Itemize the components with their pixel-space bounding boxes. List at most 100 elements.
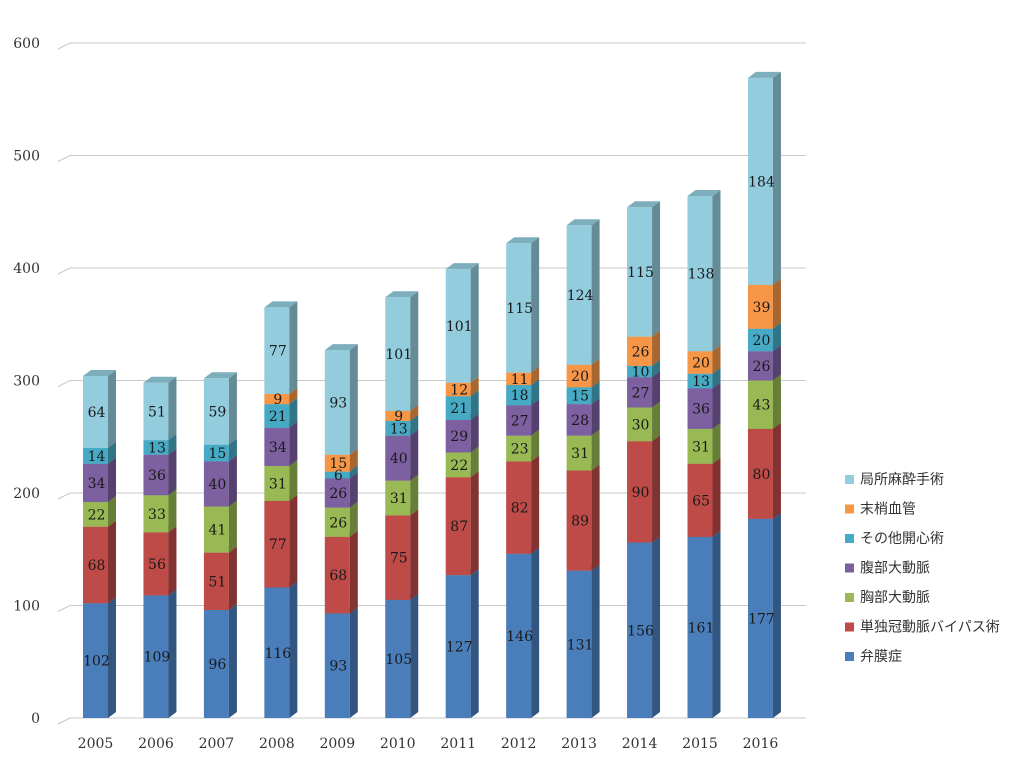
bar-segment-side bbox=[531, 237, 540, 373]
bar-segment-side bbox=[228, 546, 237, 610]
data-label: 12 bbox=[450, 383, 468, 399]
data-label: 51 bbox=[148, 404, 166, 420]
bar-segment-side bbox=[168, 376, 177, 441]
bar-segment-side bbox=[349, 530, 358, 614]
bar-segment bbox=[385, 435, 411, 481]
bar-segment bbox=[203, 378, 229, 445]
bar-segment-side bbox=[410, 429, 419, 481]
bar-stack-2016 bbox=[747, 71, 781, 718]
bar-segment-side bbox=[652, 201, 661, 337]
y-tick-label: 300 bbox=[13, 374, 40, 390]
y-tick-label: 200 bbox=[13, 486, 40, 502]
bar-segment-side bbox=[410, 404, 419, 421]
bar-stack-2014 bbox=[627, 201, 661, 718]
bar-segment-side bbox=[289, 398, 298, 428]
bar-segment bbox=[627, 207, 653, 337]
bar-segment-top bbox=[566, 219, 600, 226]
bar-segment bbox=[506, 553, 532, 718]
gridline bbox=[57, 605, 806, 612]
data-label: 161 bbox=[688, 620, 715, 636]
data-label: 105 bbox=[385, 652, 412, 668]
bar-segment-side bbox=[168, 434, 177, 455]
data-label: 41 bbox=[208, 523, 226, 539]
data-label: 36 bbox=[148, 468, 166, 484]
bar-segment-side bbox=[591, 398, 600, 436]
data-label: 27 bbox=[632, 385, 650, 401]
data-label: 34 bbox=[269, 440, 287, 456]
bar-segment-side bbox=[652, 401, 661, 442]
gridline bbox=[57, 267, 806, 275]
data-label: 43 bbox=[753, 398, 771, 414]
bar-segment-side bbox=[591, 429, 600, 471]
bars bbox=[83, 71, 781, 718]
x-tick-label: 2007 bbox=[199, 736, 235, 752]
data-label: 93 bbox=[329, 659, 347, 675]
bar-segment bbox=[747, 428, 773, 519]
x-tick-label: 2016 bbox=[743, 736, 779, 752]
bar-segment bbox=[83, 502, 108, 527]
data-label: 109 bbox=[144, 650, 171, 666]
bar-stack-2012 bbox=[506, 237, 540, 718]
legend-label: 末梢血管 bbox=[860, 502, 916, 518]
bar-segment bbox=[203, 610, 229, 718]
bar-segment bbox=[385, 480, 411, 516]
bar-segment bbox=[687, 428, 713, 464]
bar-segment-top bbox=[445, 263, 479, 270]
data-label: 102 bbox=[83, 654, 110, 670]
bar-segment-side bbox=[772, 278, 781, 329]
legend-label: 単独冠動脈バイパス術 bbox=[860, 620, 1000, 636]
y-tick-label: 400 bbox=[13, 261, 40, 277]
data-label: 15 bbox=[571, 389, 589, 405]
bar-segment-side bbox=[168, 489, 177, 533]
data-label: 40 bbox=[390, 451, 408, 467]
bar-segment bbox=[687, 196, 713, 352]
data-label: 146 bbox=[506, 629, 533, 645]
data-label: 115 bbox=[627, 265, 654, 281]
data-label: 31 bbox=[571, 446, 589, 462]
bar-segment-side bbox=[772, 345, 781, 381]
bar-stack-2006 bbox=[143, 376, 177, 718]
bar-segment-side bbox=[712, 422, 721, 464]
bar-segment bbox=[324, 478, 350, 508]
legend-swatch bbox=[845, 652, 854, 661]
data-label: 51 bbox=[208, 574, 226, 590]
data-label: 127 bbox=[446, 640, 473, 656]
x-tick-label: 2006 bbox=[138, 736, 174, 752]
bar-segment-side bbox=[410, 593, 419, 718]
bar-segment-side bbox=[289, 388, 298, 405]
bar-segment bbox=[324, 350, 350, 455]
gridline bbox=[57, 492, 806, 500]
x-tick-label: 2010 bbox=[380, 736, 416, 752]
bar-segment-top bbox=[385, 291, 419, 298]
bar-segment bbox=[566, 404, 592, 436]
y-tick-label: 500 bbox=[13, 149, 40, 165]
bar-segment-side bbox=[289, 301, 298, 394]
data-label: 80 bbox=[753, 467, 771, 483]
legend-label: その他開心術 bbox=[860, 531, 944, 547]
bar-segment-side bbox=[470, 390, 479, 420]
bar-segment bbox=[445, 419, 471, 453]
bar-segment-side bbox=[772, 374, 781, 429]
bar-segment-side bbox=[108, 442, 116, 464]
bar-segment-side bbox=[772, 422, 781, 519]
bar-segment bbox=[627, 542, 653, 718]
bar-segment-side bbox=[470, 446, 479, 478]
bar-segment-top bbox=[687, 190, 721, 196]
bar-segment bbox=[385, 421, 411, 436]
gridline bbox=[57, 380, 806, 387]
bar-segment bbox=[687, 351, 713, 374]
bar-segment-side bbox=[652, 536, 661, 718]
bar-segment-side bbox=[531, 547, 540, 718]
bar-segment-side bbox=[712, 382, 721, 429]
data-label: 96 bbox=[208, 657, 226, 673]
bar-segment bbox=[264, 466, 290, 501]
bar-segment bbox=[264, 394, 290, 405]
data-label: 87 bbox=[450, 519, 468, 535]
bar-segment-side bbox=[591, 464, 600, 571]
bar-segment-side bbox=[772, 71, 781, 285]
bar-segment-side bbox=[470, 376, 479, 397]
data-label: 64 bbox=[88, 405, 106, 421]
bar-segment bbox=[385, 410, 411, 421]
bar-segment bbox=[627, 336, 653, 366]
